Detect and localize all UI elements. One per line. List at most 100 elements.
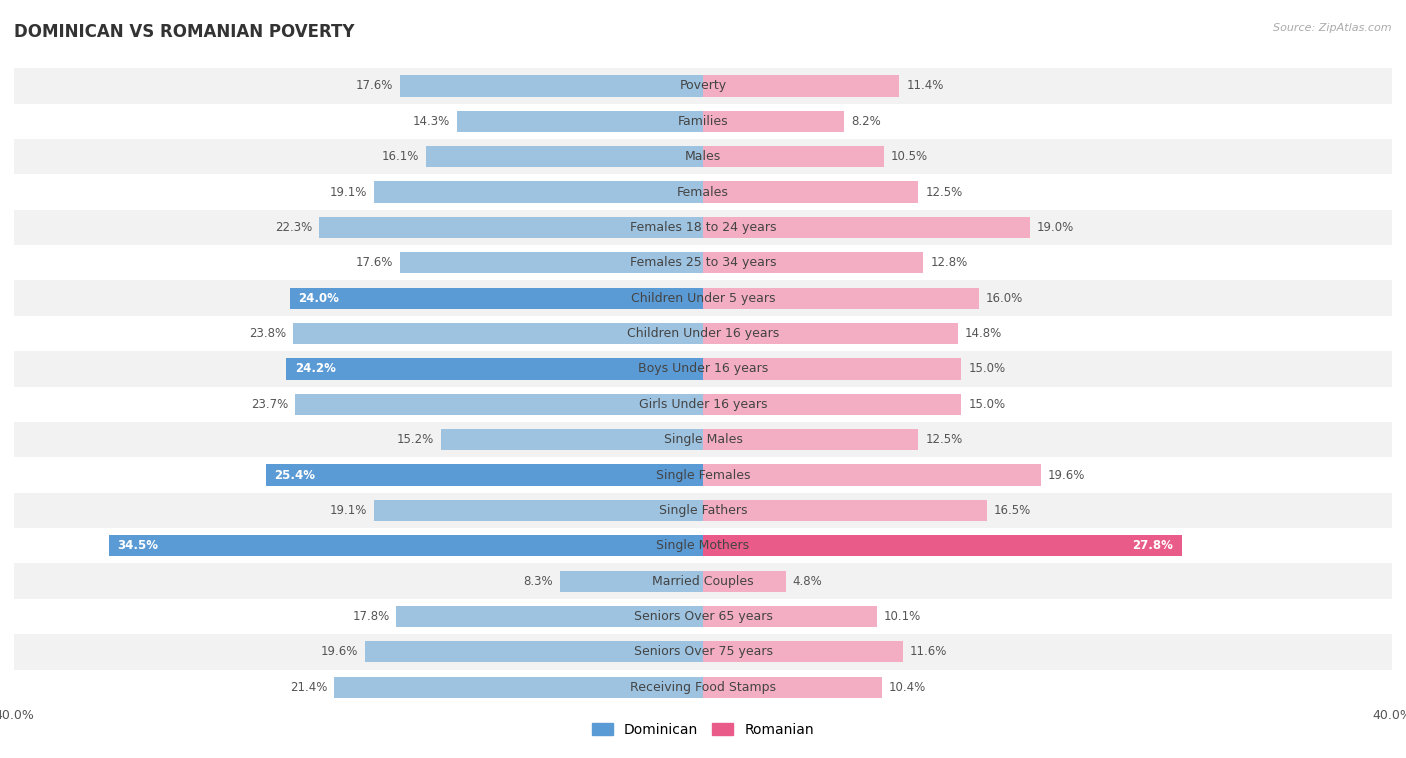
Bar	[14, 316, 1392, 351]
Bar	[703, 323, 957, 344]
Text: 14.3%: 14.3%	[412, 114, 450, 128]
Bar	[14, 68, 1392, 104]
Bar	[14, 210, 1392, 245]
Bar	[560, 571, 703, 592]
Bar	[14, 139, 1392, 174]
Text: 11.4%: 11.4%	[907, 80, 943, 92]
Text: Boys Under 16 years: Boys Under 16 years	[638, 362, 768, 375]
Bar	[14, 422, 1392, 457]
Text: 8.3%: 8.3%	[523, 575, 553, 587]
Bar	[14, 528, 1392, 563]
Bar	[703, 217, 1031, 238]
Bar	[374, 500, 703, 521]
Text: Seniors Over 75 years: Seniors Over 75 years	[634, 645, 772, 659]
Bar	[14, 387, 1392, 422]
Text: Receiving Food Stamps: Receiving Food Stamps	[630, 681, 776, 694]
Text: 15.2%: 15.2%	[396, 433, 434, 446]
Text: 15.0%: 15.0%	[969, 362, 1005, 375]
Bar	[399, 75, 703, 96]
Text: Seniors Over 65 years: Seniors Over 65 years	[634, 610, 772, 623]
Text: 4.8%: 4.8%	[793, 575, 823, 587]
Text: Poverty: Poverty	[679, 80, 727, 92]
Bar	[399, 252, 703, 274]
Bar	[703, 181, 918, 202]
Bar	[703, 606, 877, 627]
Bar	[396, 606, 703, 627]
Text: 8.2%: 8.2%	[851, 114, 882, 128]
Text: 21.4%: 21.4%	[290, 681, 328, 694]
Text: 25.4%: 25.4%	[274, 468, 315, 481]
Bar	[703, 252, 924, 274]
Text: Single Females: Single Females	[655, 468, 751, 481]
Text: 12.5%: 12.5%	[925, 433, 963, 446]
Bar	[703, 571, 786, 592]
Text: 23.7%: 23.7%	[250, 398, 288, 411]
Text: 34.5%: 34.5%	[117, 539, 159, 553]
Text: 19.6%: 19.6%	[321, 645, 359, 659]
Bar	[14, 174, 1392, 210]
Text: 19.6%: 19.6%	[1047, 468, 1085, 481]
Bar	[319, 217, 703, 238]
Text: 10.5%: 10.5%	[891, 150, 928, 163]
Bar	[14, 493, 1392, 528]
Bar	[292, 323, 703, 344]
Text: 19.1%: 19.1%	[330, 504, 367, 517]
Bar	[14, 245, 1392, 280]
Bar	[295, 393, 703, 415]
Text: 19.0%: 19.0%	[1038, 221, 1074, 234]
Bar	[703, 500, 987, 521]
Bar	[14, 351, 1392, 387]
Text: Females: Females	[678, 186, 728, 199]
Bar	[703, 287, 979, 309]
Bar	[441, 429, 703, 450]
Bar	[703, 359, 962, 380]
Bar	[266, 465, 703, 486]
Text: Families: Families	[678, 114, 728, 128]
Text: 24.2%: 24.2%	[295, 362, 336, 375]
Bar	[14, 669, 1392, 705]
Text: Females 18 to 24 years: Females 18 to 24 years	[630, 221, 776, 234]
Bar	[108, 535, 703, 556]
Text: 19.1%: 19.1%	[330, 186, 367, 199]
Bar	[14, 457, 1392, 493]
Bar	[366, 641, 703, 662]
Text: Single Mothers: Single Mothers	[657, 539, 749, 553]
Bar	[335, 677, 703, 698]
Text: 12.8%: 12.8%	[931, 256, 967, 269]
Text: 17.6%: 17.6%	[356, 256, 392, 269]
Text: Single Fathers: Single Fathers	[659, 504, 747, 517]
Text: DOMINICAN VS ROMANIAN POVERTY: DOMINICAN VS ROMANIAN POVERTY	[14, 23, 354, 41]
Text: Males: Males	[685, 150, 721, 163]
Text: 22.3%: 22.3%	[274, 221, 312, 234]
Bar	[374, 181, 703, 202]
Text: Married Couples: Married Couples	[652, 575, 754, 587]
Bar	[703, 641, 903, 662]
Text: 17.6%: 17.6%	[356, 80, 392, 92]
Text: 24.0%: 24.0%	[298, 292, 339, 305]
Text: 16.0%: 16.0%	[986, 292, 1022, 305]
Text: 10.1%: 10.1%	[884, 610, 921, 623]
Bar	[14, 280, 1392, 316]
Bar	[290, 287, 703, 309]
Bar	[14, 563, 1392, 599]
Bar	[287, 359, 703, 380]
Bar	[703, 465, 1040, 486]
Text: 11.6%: 11.6%	[910, 645, 948, 659]
Text: Children Under 5 years: Children Under 5 years	[631, 292, 775, 305]
Text: 10.4%: 10.4%	[889, 681, 927, 694]
Bar	[703, 677, 882, 698]
Text: Girls Under 16 years: Girls Under 16 years	[638, 398, 768, 411]
Bar	[457, 111, 703, 132]
Text: 15.0%: 15.0%	[969, 398, 1005, 411]
Text: 23.8%: 23.8%	[249, 327, 287, 340]
Bar	[14, 634, 1392, 669]
Bar	[14, 104, 1392, 139]
Text: 12.5%: 12.5%	[925, 186, 963, 199]
Bar	[14, 599, 1392, 634]
Text: 16.1%: 16.1%	[381, 150, 419, 163]
Text: 14.8%: 14.8%	[965, 327, 1002, 340]
Text: 17.8%: 17.8%	[353, 610, 389, 623]
Text: Children Under 16 years: Children Under 16 years	[627, 327, 779, 340]
Bar	[703, 146, 884, 168]
Bar	[703, 429, 918, 450]
